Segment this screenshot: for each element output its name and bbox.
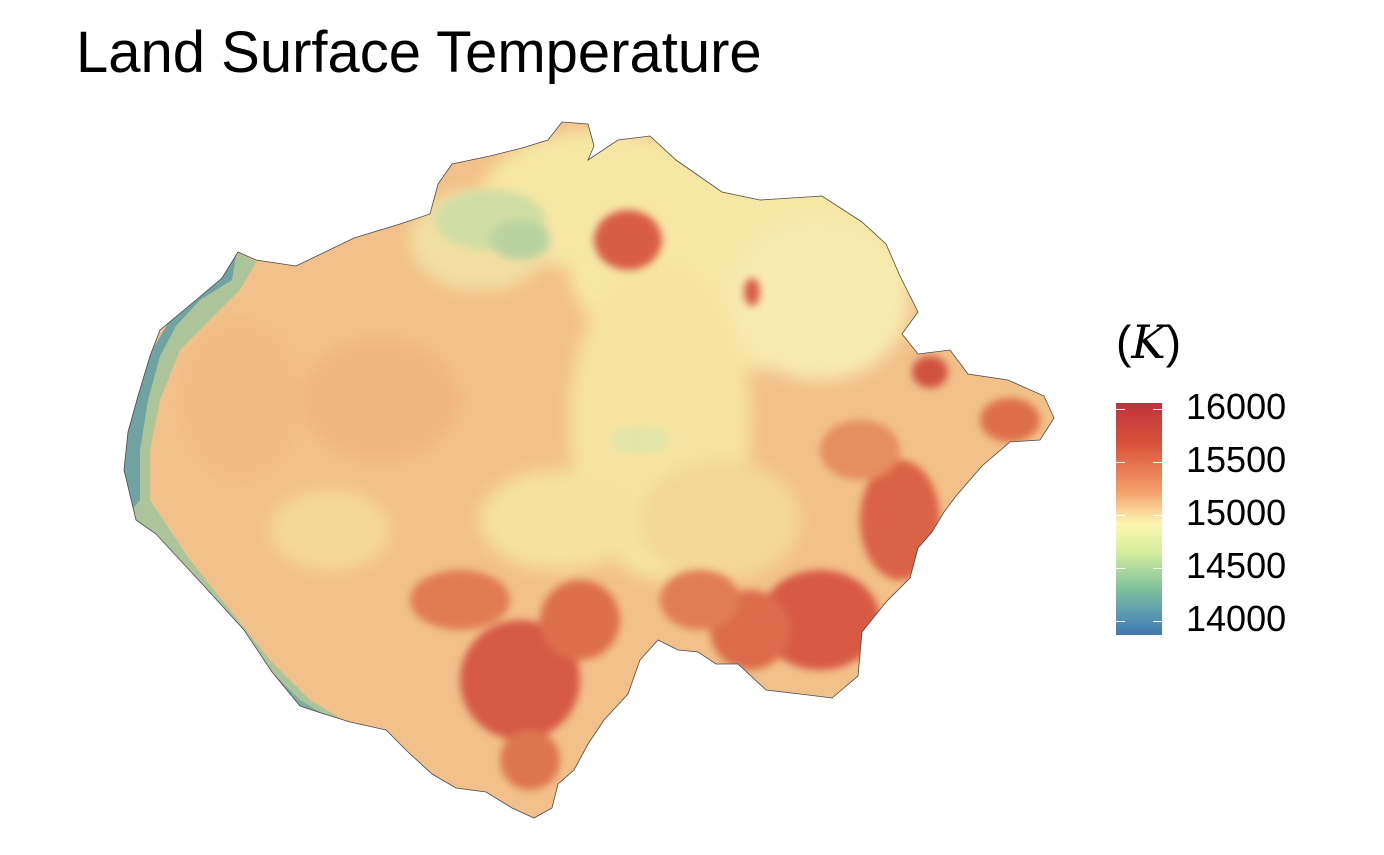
legend-tick (1153, 409, 1162, 410)
map-title: Land Surface Temperature (76, 20, 762, 85)
legend-tick (1116, 568, 1125, 569)
legend-tick (1116, 462, 1125, 463)
legend-tick (1153, 568, 1162, 569)
legend-tick (1116, 515, 1125, 516)
legend-tick (1153, 515, 1162, 516)
land-surface (124, 122, 1054, 818)
legend-label: 15000 (1186, 492, 1287, 533)
legend-label: 16000 (1186, 386, 1287, 427)
legend-title-unit: K (1131, 315, 1166, 369)
legend-tick (1116, 409, 1125, 410)
land-outline (123, 121, 1055, 819)
legend-colorbar (1116, 403, 1162, 635)
legend-title-open: ( (1116, 316, 1132, 368)
legend-tick (1153, 462, 1162, 463)
legend-label: 15500 (1186, 439, 1287, 480)
legend-tick (1116, 621, 1125, 622)
legend-label: 14500 (1186, 545, 1287, 586)
legend-tick (1153, 621, 1162, 622)
legend-title: (K) (1116, 314, 1181, 370)
legend-title-close: ) (1165, 316, 1182, 368)
legend-label: 14000 (1186, 598, 1287, 639)
